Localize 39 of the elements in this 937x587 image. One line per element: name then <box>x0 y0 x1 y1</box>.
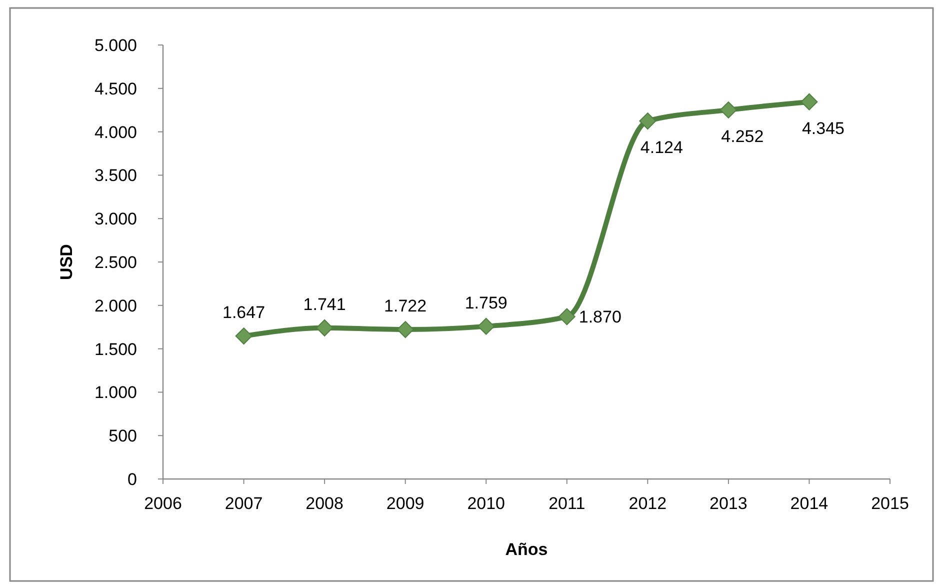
point <box>478 318 495 335</box>
point <box>235 328 252 345</box>
y-tick-label: 2.500 <box>94 252 137 272</box>
point <box>800 93 818 110</box>
data-label: 4.252 <box>721 126 764 146</box>
x-tick-label: 2010 <box>467 494 506 513</box>
point <box>720 101 737 118</box>
y-tick-label: 500 <box>108 426 137 446</box>
data-label: 1.741 <box>303 294 346 314</box>
data-label: 1.722 <box>384 296 427 316</box>
x-tick-label: 2011 <box>548 494 586 513</box>
x-tick-label: 2006 <box>144 494 182 513</box>
y-tick-label: 5.000 <box>94 36 137 55</box>
x-tick-label: 2012 <box>628 494 667 513</box>
data-label: 4.124 <box>640 138 683 158</box>
y-tick-label: 2.000 <box>94 296 137 316</box>
data-label: 1.870 <box>578 308 622 327</box>
x-tick-label: 2014 <box>790 494 828 513</box>
data-label: 1.647 <box>222 303 266 322</box>
y-tick-label: 3.500 <box>94 166 137 186</box>
y-tick-label: 1.000 <box>94 383 137 402</box>
y-tick-label: 4.000 <box>94 122 137 142</box>
point <box>639 112 656 130</box>
point <box>316 319 334 336</box>
data-label: 1.759 <box>464 293 508 312</box>
x-tick-label: 2015 <box>871 494 909 513</box>
x-tick-label: 2008 <box>306 494 344 513</box>
y-tick-label: 4.500 <box>94 79 137 98</box>
x-tick-label: 2013 <box>710 494 748 513</box>
y-tick-label: 3.000 <box>94 210 137 229</box>
point <box>558 308 576 326</box>
x-axis-title: Años <box>505 540 548 559</box>
x-tick-label: 2009 <box>386 494 424 513</box>
y-axis-title: USD <box>57 244 76 280</box>
point <box>396 321 414 338</box>
data-label: 4.345 <box>802 118 844 138</box>
y-tick-label: 0 <box>128 470 137 489</box>
x-tick-label: 2007 <box>224 494 263 513</box>
y-tick-label: 1.500 <box>94 340 137 359</box>
